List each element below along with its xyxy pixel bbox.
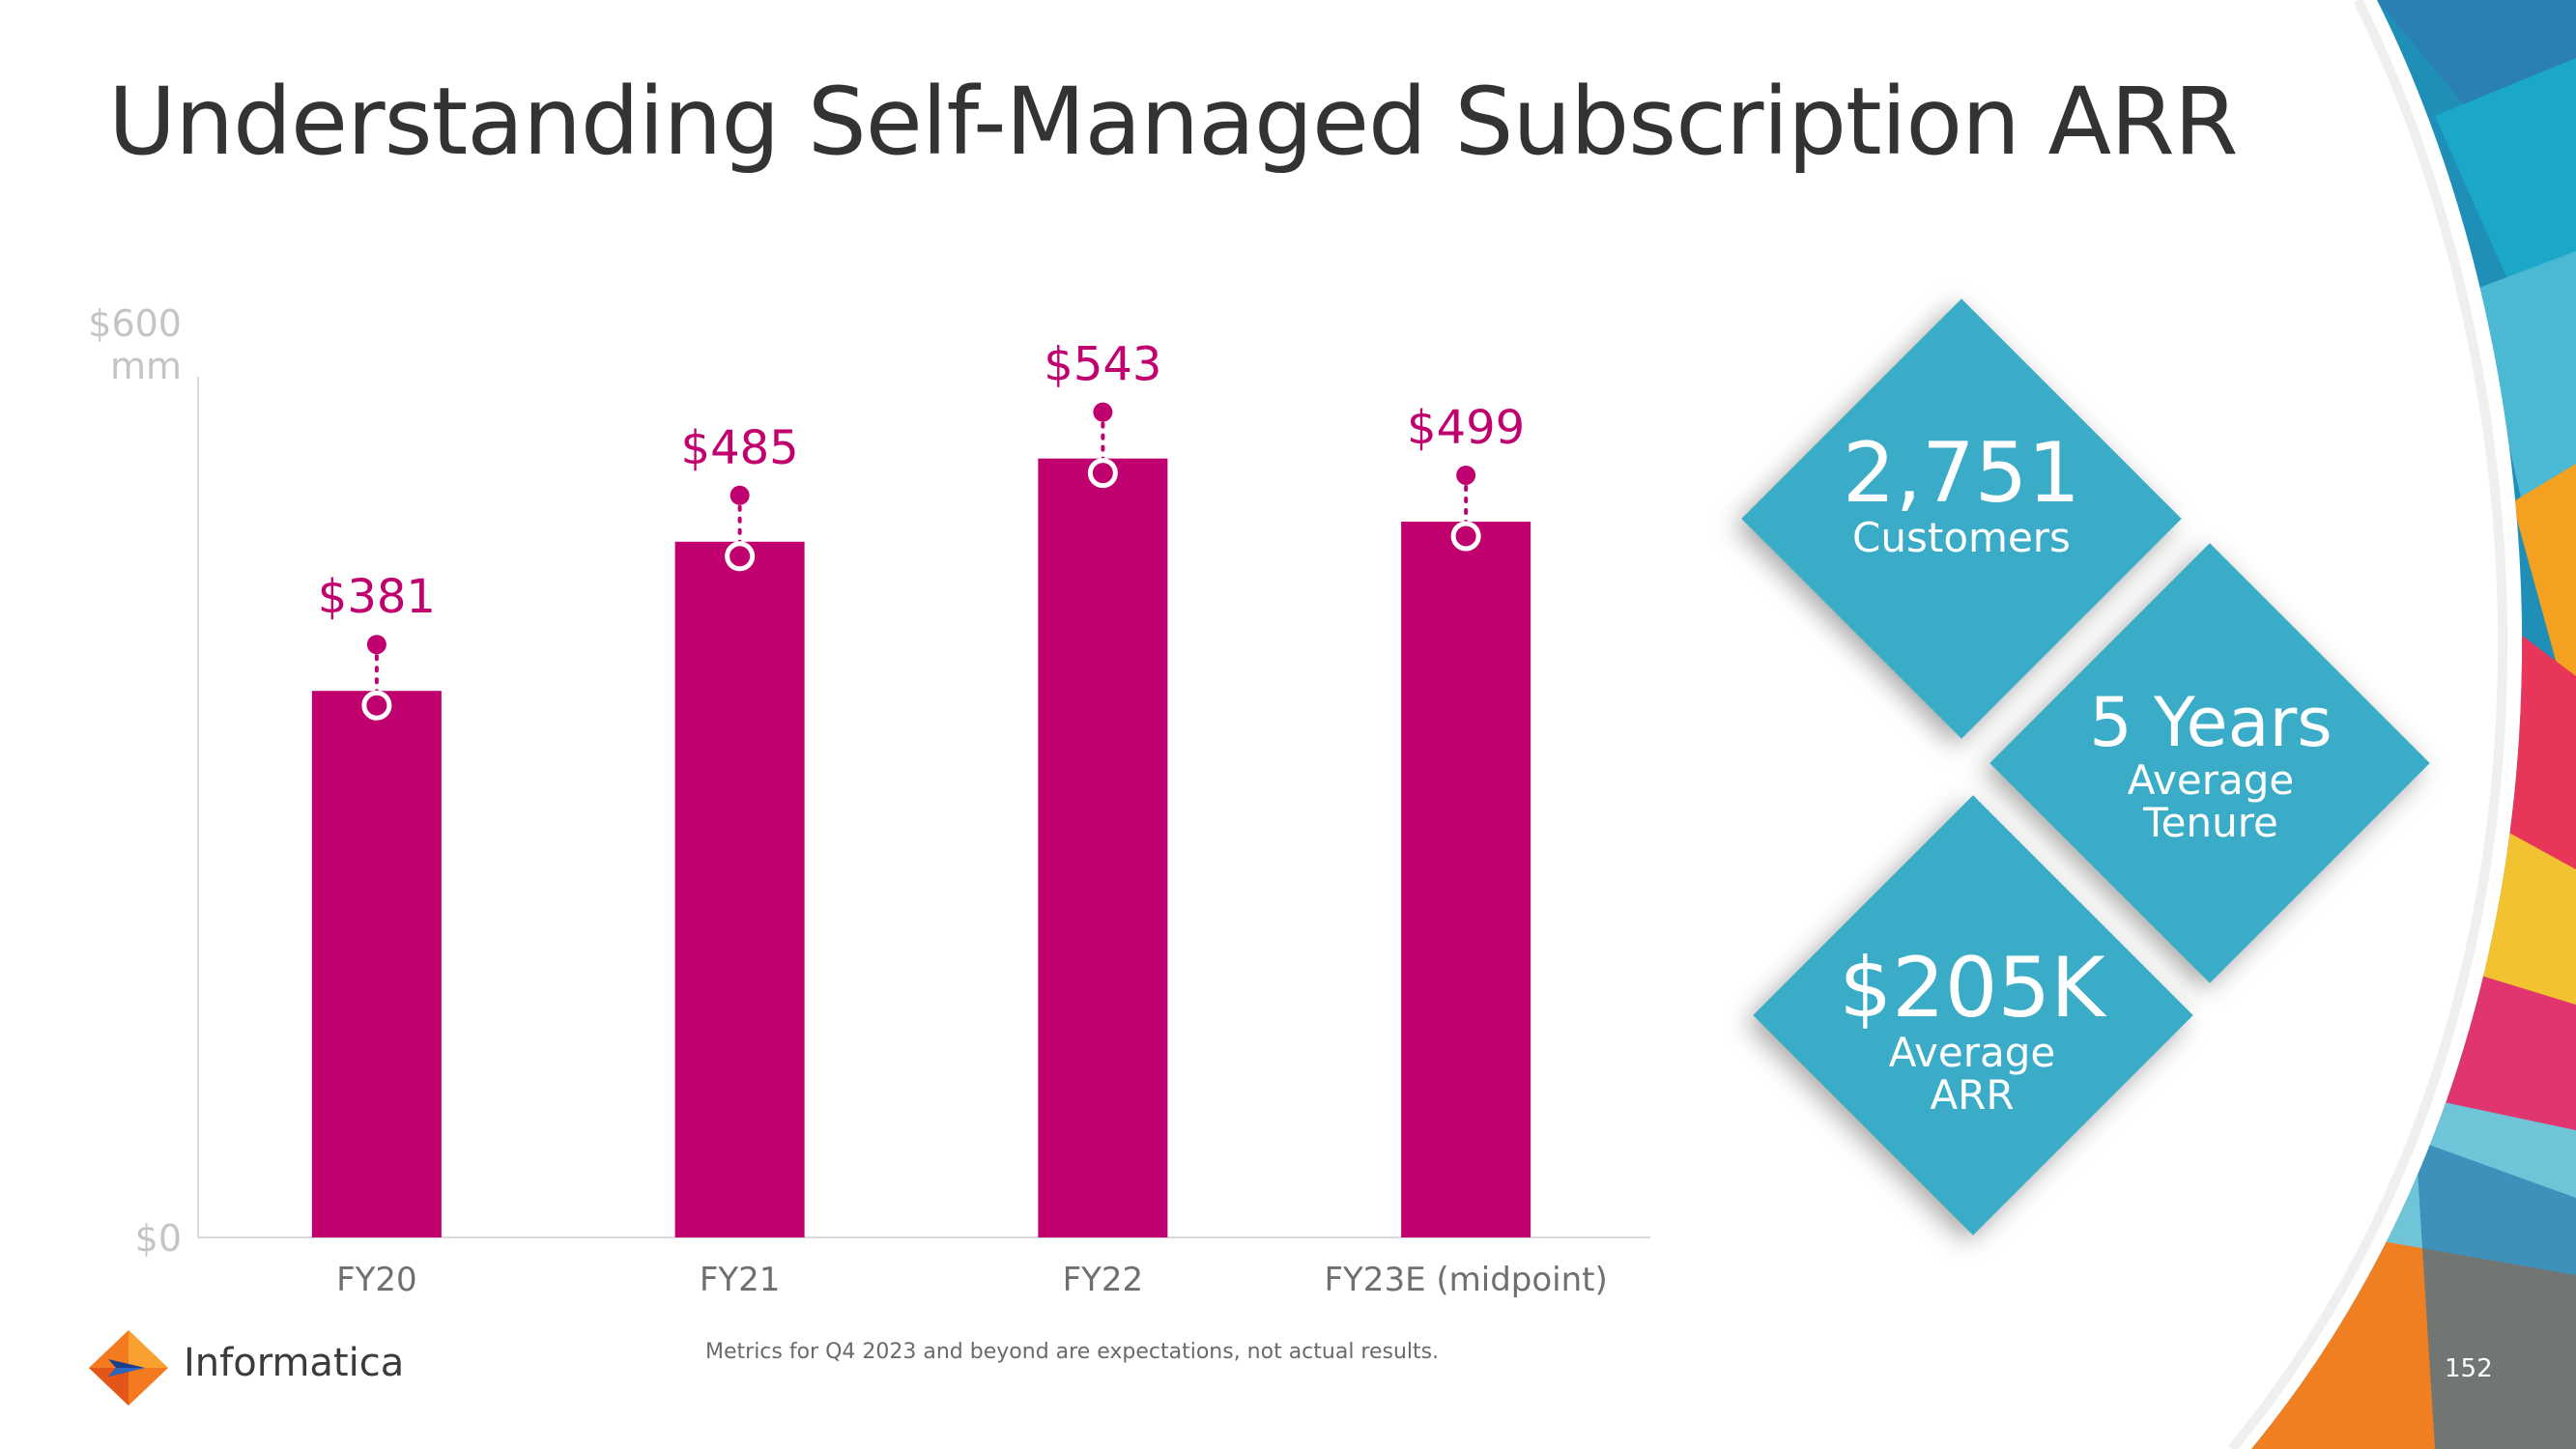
- kpi-tenure-label-line2: Tenure: [2143, 798, 2278, 846]
- bar-top-marker: [361, 690, 392, 721]
- kpi-tenure: 5 Years Average Tenure: [2056, 683, 2365, 846]
- kpi-arr: $205K Average ARR: [1818, 945, 2127, 1117]
- label-leader-dot: [1093, 402, 1113, 422]
- label-leader-dot: [366, 635, 386, 655]
- bar-fy22: [1038, 458, 1168, 1237]
- kpi-customers-value: 2,751: [1842, 425, 2081, 522]
- page-number: 152: [2445, 1354, 2493, 1383]
- label-leader-dot: [730, 485, 750, 505]
- bar-top-marker: [1450, 521, 1481, 552]
- slide-title: Understanding Self-Managed Subscription …: [108, 68, 2239, 176]
- x-tick-label: FY22: [1063, 1261, 1144, 1299]
- bar-top-marker: [725, 541, 756, 572]
- label-leader-dot: [1456, 465, 1476, 485]
- bar-top-marker: [1087, 458, 1118, 489]
- data-label: $543: [1044, 338, 1161, 392]
- footnote: Metrics for Q4 2023 and beyond are expec…: [705, 1340, 1440, 1364]
- bar-fy20: [311, 691, 442, 1237]
- kpi-arr-value: $205K: [1839, 940, 2105, 1037]
- data-label: $499: [1407, 401, 1525, 455]
- kpi-tenure-label-line1: Average: [2127, 755, 2295, 804]
- data-label: $485: [681, 421, 799, 475]
- y-tick-label: $0: [135, 1217, 182, 1260]
- brand-name: Informatica: [184, 1341, 405, 1385]
- y-tick-label: $600: [88, 302, 182, 345]
- kpi-tenure-value: 5 Years: [2089, 683, 2333, 762]
- data-label: $381: [318, 570, 436, 624]
- kpi-arr-label-line2: ARR: [1930, 1071, 2015, 1120]
- kpi-customers: 2,751 Customers: [1807, 430, 2116, 559]
- kpi-arr-label-line1: Average: [1888, 1029, 2056, 1077]
- x-tick-label: FY20: [336, 1261, 417, 1299]
- x-tick-label: FY23E (midpoint): [1324, 1261, 1607, 1299]
- x-tick-label: FY21: [700, 1261, 781, 1299]
- kpi-customers-label: Customers: [1852, 514, 2071, 562]
- y-tick-label: mm: [110, 345, 182, 387]
- bar-fy21: [674, 541, 805, 1237]
- informatica-logo-icon: [89, 1330, 168, 1406]
- bar-fy23e-midpoint-: [1401, 521, 1531, 1237]
